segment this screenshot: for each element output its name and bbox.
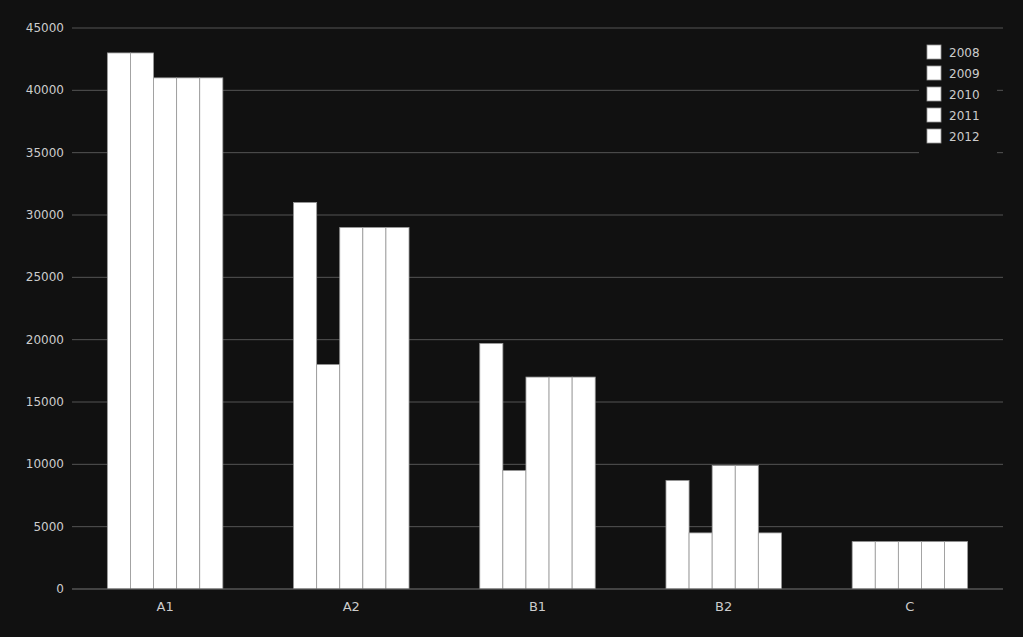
- y-tick-label: 5000: [33, 520, 64, 534]
- y-tick-label: 30000: [26, 208, 64, 222]
- background: [0, 0, 1023, 637]
- bar: [712, 466, 735, 589]
- bar: [898, 542, 921, 589]
- y-tick-label: 40000: [26, 83, 64, 97]
- bar: [921, 542, 944, 589]
- legend-label: 2011: [949, 109, 980, 123]
- bar: [200, 78, 223, 589]
- legend-swatch: [927, 45, 941, 59]
- x-tick-label: A2: [343, 599, 360, 614]
- y-tick-label: 15000: [26, 395, 64, 409]
- bar: [735, 466, 758, 589]
- bar: [177, 78, 200, 589]
- y-tick-label: 20000: [26, 333, 64, 347]
- y-tick-label: 45000: [26, 21, 64, 35]
- x-tick-label: A1: [157, 599, 174, 614]
- legend-swatch: [927, 129, 941, 143]
- x-tick-label: C: [905, 599, 914, 614]
- bar: [852, 542, 875, 589]
- bar: [480, 343, 503, 589]
- y-tick-label: 35000: [26, 146, 64, 160]
- bar: [107, 53, 130, 589]
- bar: [875, 542, 898, 589]
- bar: [130, 53, 153, 589]
- y-tick-label: 10000: [26, 457, 64, 471]
- x-axis-line: [72, 589, 1003, 590]
- bar: [758, 533, 781, 589]
- y-axis: 0 5000 10000 15000 20000 25000 30000 35000 40000…: [26, 21, 1003, 596]
- bar: [363, 227, 386, 589]
- y-tick-label: 0: [56, 582, 64, 596]
- legend-label: 2010: [949, 88, 980, 102]
- bar: [503, 471, 526, 589]
- bar: [317, 365, 340, 589]
- legend-box: [919, 34, 997, 155]
- bar: [549, 377, 572, 589]
- legend-label: 2009: [949, 67, 980, 81]
- grid-line: [72, 28, 1003, 29]
- legend: 2008 2009 2010 2011 2012: [919, 34, 997, 155]
- bar: [340, 227, 363, 589]
- bar: [572, 377, 595, 589]
- legend-label: 2012: [949, 130, 980, 144]
- y-tick-label: 25000: [26, 270, 64, 284]
- x-tick-label: B1: [529, 599, 546, 614]
- bar: [666, 481, 689, 589]
- bar: [154, 78, 177, 589]
- legend-swatch: [927, 108, 941, 122]
- legend-label: 2008: [949, 46, 980, 60]
- grid-line: [72, 589, 1003, 590]
- legend-swatch: [927, 66, 941, 80]
- bar: [945, 542, 968, 589]
- x-axis: A1 A2 B1 B2 C: [157, 599, 915, 614]
- bar: [526, 377, 549, 589]
- bar: [689, 533, 712, 589]
- bar: [386, 227, 409, 589]
- legend-swatch: [927, 87, 941, 101]
- bar: [294, 203, 317, 589]
- bars: [107, 53, 967, 589]
- chart: 0 5000 10000 15000 20000 25000 30000 35000 40000…: [0, 0, 1023, 637]
- x-tick-label: B2: [715, 599, 732, 614]
